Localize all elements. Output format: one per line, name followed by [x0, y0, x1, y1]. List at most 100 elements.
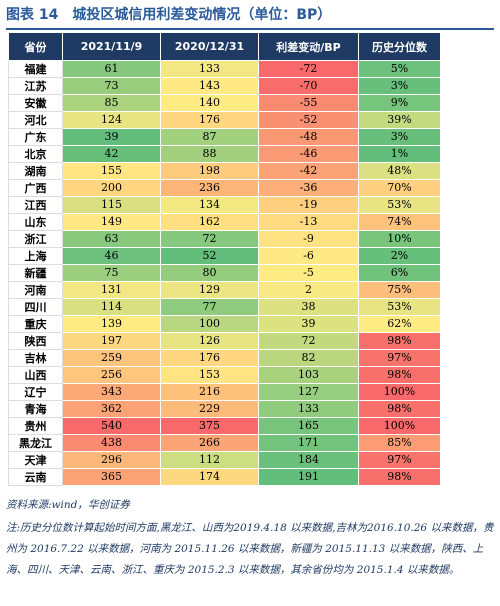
table-row: 山西 256 153 103 98% [8, 366, 441, 384]
value-cell: -70 [258, 77, 359, 95]
value-cell: -36 [258, 179, 359, 197]
value-cell: 115 [62, 196, 161, 214]
value-cell: 112 [160, 451, 259, 469]
value-cell: 174 [160, 468, 259, 486]
province-cell: 北京 [8, 145, 63, 163]
table-row: 吉林 259 176 82 97% [8, 349, 441, 367]
value-cell: 85% [358, 434, 441, 452]
table-row: 重庆 139 100 39 62% [8, 315, 441, 333]
table-row: 云南 365 174 191 98% [8, 468, 441, 486]
value-cell: 114 [62, 298, 161, 316]
value-cell: 216 [160, 383, 259, 401]
value-cell: 3% [358, 128, 441, 146]
value-cell: 72 [160, 230, 259, 248]
value-cell: -72 [258, 60, 359, 78]
value-cell: -42 [258, 162, 359, 180]
province-cell: 广东 [8, 128, 63, 146]
header-cell: 省份 [8, 32, 63, 61]
value-cell: 176 [160, 349, 259, 367]
province-cell: 云南 [8, 468, 63, 486]
value-cell: 100% [358, 417, 441, 435]
value-cell: 153 [160, 366, 259, 384]
value-cell: 53% [358, 298, 441, 316]
figure-title: 图表 14 城投区城信用利差变动情况（单位：BP） [6, 4, 494, 30]
value-cell: 124 [62, 111, 161, 129]
value-cell: 129 [160, 281, 259, 299]
value-cell: 39 [62, 128, 161, 146]
province-cell: 上海 [8, 247, 63, 265]
province-cell: 陕西 [8, 332, 63, 350]
table-row: 河北 124 176 -52 39% [8, 111, 441, 129]
value-cell: 61 [62, 60, 161, 78]
value-cell: 139 [62, 315, 161, 333]
province-cell: 江西 [8, 196, 63, 214]
value-cell: 72 [258, 332, 359, 350]
value-cell: 191 [258, 468, 359, 486]
province-cell: 山东 [8, 213, 63, 231]
source: 资料来源:wind，华创证券 [6, 499, 130, 511]
table-row: 青海 362 229 133 98% [8, 400, 441, 418]
value-cell: 343 [62, 383, 161, 401]
value-cell: 143 [160, 77, 259, 95]
value-cell: 126 [160, 332, 259, 350]
value-cell: 88 [160, 145, 259, 163]
value-cell: 48% [358, 162, 441, 180]
table-row: 上海 46 52 -6 2% [8, 247, 441, 265]
value-cell: -19 [258, 196, 359, 214]
value-cell: 266 [160, 434, 259, 452]
value-cell: 296 [62, 451, 161, 469]
value-cell: 229 [160, 400, 259, 418]
value-cell: 133 [258, 400, 359, 418]
value-cell: 365 [62, 468, 161, 486]
value-cell: 375 [160, 417, 259, 435]
value-cell: 362 [62, 400, 161, 418]
value-cell: 197 [62, 332, 161, 350]
province-cell: 吉林 [8, 349, 63, 367]
value-cell: 165 [258, 417, 359, 435]
value-cell: 259 [62, 349, 161, 367]
value-cell: 10% [358, 230, 441, 248]
value-cell: -9 [258, 230, 359, 248]
province-cell: 天津 [8, 451, 63, 469]
table-row: 广西 200 236 -36 70% [8, 179, 441, 197]
value-cell: -48 [258, 128, 359, 146]
value-cell: 46 [62, 247, 161, 265]
table-row: 黑龙江 438 266 171 85% [8, 434, 441, 452]
value-cell: 39% [358, 111, 441, 129]
value-cell: 97% [358, 451, 441, 469]
table-row: 天津 296 112 184 97% [8, 451, 441, 469]
header-row: 省份 2021/11/9 2020/12/31 利差变动/BP 历史分位数 [8, 32, 441, 61]
value-cell: 77 [160, 298, 259, 316]
table-row: 湖南 155 198 -42 48% [8, 162, 441, 180]
table-row: 江西 115 134 -19 53% [8, 196, 441, 214]
value-cell: 3% [358, 77, 441, 95]
header-cell: 2021/11/9 [62, 32, 161, 61]
value-cell: 74% [358, 213, 441, 231]
value-cell: 127 [258, 383, 359, 401]
value-cell: 100% [358, 383, 441, 401]
table-row: 辽宁 343 216 127 100% [8, 383, 441, 401]
province-cell: 湖南 [8, 162, 63, 180]
province-cell: 黑龙江 [8, 434, 63, 452]
note: 注:历史分位数计算起始时间方面,黑龙江、山西为2019.4.18 以来数据,吉林… [6, 522, 494, 576]
value-cell: 103 [258, 366, 359, 384]
province-cell: 安徽 [8, 94, 63, 112]
value-cell: 98% [358, 366, 441, 384]
province-cell: 河北 [8, 111, 63, 129]
header-cell: 2020/12/31 [160, 32, 259, 61]
province-cell: 河南 [8, 281, 63, 299]
table-row: 新疆 75 80 -5 6% [8, 264, 441, 282]
value-cell: 85 [62, 94, 161, 112]
value-cell: -5 [258, 264, 359, 282]
value-cell: 200 [62, 179, 161, 197]
value-cell: 39 [258, 315, 359, 333]
value-cell: 63 [62, 230, 161, 248]
value-cell: 133 [160, 60, 259, 78]
table-row: 江苏 73 143 -70 3% [8, 77, 441, 95]
value-cell: -46 [258, 145, 359, 163]
value-cell: 438 [62, 434, 161, 452]
header-cell: 历史分位数 [358, 32, 441, 61]
value-cell: 73 [62, 77, 161, 95]
value-cell: 131 [62, 281, 161, 299]
value-cell: 98% [358, 400, 441, 418]
